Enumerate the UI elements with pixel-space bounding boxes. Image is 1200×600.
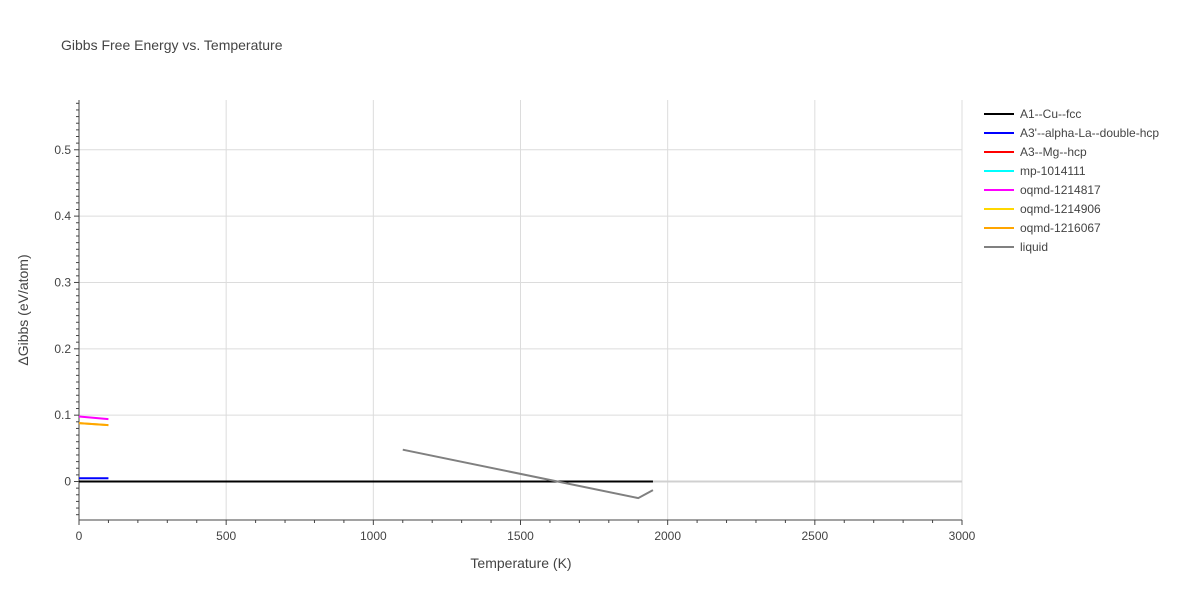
series-layer (78, 415, 654, 500)
legend-swatch (984, 150, 1014, 153)
series-line-liquid (402, 448, 654, 500)
axes: 0 500 1000 1500 2000 2500 3000 0 0.1 0.2 0.3 0.4 0.5 (54, 100, 976, 543)
y-tick-label: 0.5 (54, 143, 71, 157)
legend-swatch (984, 245, 1014, 248)
legend-swatch (984, 169, 1014, 172)
y-tick-label: 0.4 (54, 209, 71, 223)
x-tick-label: 3000 (949, 529, 976, 543)
legend-item[interactable]: oqmd-1216067 (984, 218, 1159, 237)
y-tick-label: 0.3 (54, 275, 71, 289)
legend-swatch (984, 188, 1014, 191)
x-tick-label: 1000 (360, 529, 387, 543)
y-tick-label: 0 (64, 475, 71, 489)
legend-item[interactable]: A3'--alpha-La--double-hcp (984, 123, 1159, 142)
y-axis-label: ΔGibbs (eV/atom) (15, 254, 31, 365)
x-tick-label: 0 (76, 529, 83, 543)
x-tick-label: 2000 (654, 529, 681, 543)
x-tick-label: 500 (216, 529, 236, 543)
legend-swatch (984, 207, 1014, 210)
legend-label: A3'--alpha-La--double-hcp (1020, 125, 1160, 140)
legend-swatch (984, 226, 1014, 229)
legend-label: mp-1014111 (1020, 163, 1086, 178)
series-line-oqmd-1216067 (78, 422, 109, 427)
legend-label: oqmd-1214906 (1020, 201, 1101, 216)
legend-swatch (984, 112, 1014, 115)
legend-label: oqmd-1216067 (1020, 220, 1101, 235)
y-tick-label: 0.2 (54, 342, 71, 356)
legend-item[interactable]: oqmd-1214906 (984, 199, 1159, 218)
grid (79, 100, 963, 520)
chart-title: Gibbs Free Energy vs. Temperature (61, 37, 283, 53)
legend-label: A1--Cu--fcc (1020, 106, 1082, 121)
x-tick-label: 2500 (801, 529, 828, 543)
x-tick-label: 1500 (507, 529, 534, 543)
legend-swatch (984, 131, 1014, 134)
y-tick-label: 0.1 (54, 408, 71, 422)
legend-item[interactable]: liquid (984, 237, 1159, 256)
legend-label: oqmd-1214817 (1020, 182, 1101, 197)
legend-item[interactable]: A3--Mg--hcp (984, 142, 1159, 161)
legend-item[interactable]: mp-1014111 (984, 161, 1159, 180)
legend-item[interactable]: A1--Cu--fcc (984, 104, 1159, 123)
legend: A1--Cu--fcc A3'--alpha-La--double-hcp A3--… (984, 104, 1159, 256)
legend-label: A3--Mg--hcp (1020, 144, 1087, 159)
legend-item[interactable]: oqmd-1214817 (984, 180, 1159, 199)
x-axis-label: Temperature (K) (470, 555, 571, 571)
series-line-oqmd-1214817 (78, 415, 109, 421)
legend-label: liquid (1020, 239, 1049, 254)
